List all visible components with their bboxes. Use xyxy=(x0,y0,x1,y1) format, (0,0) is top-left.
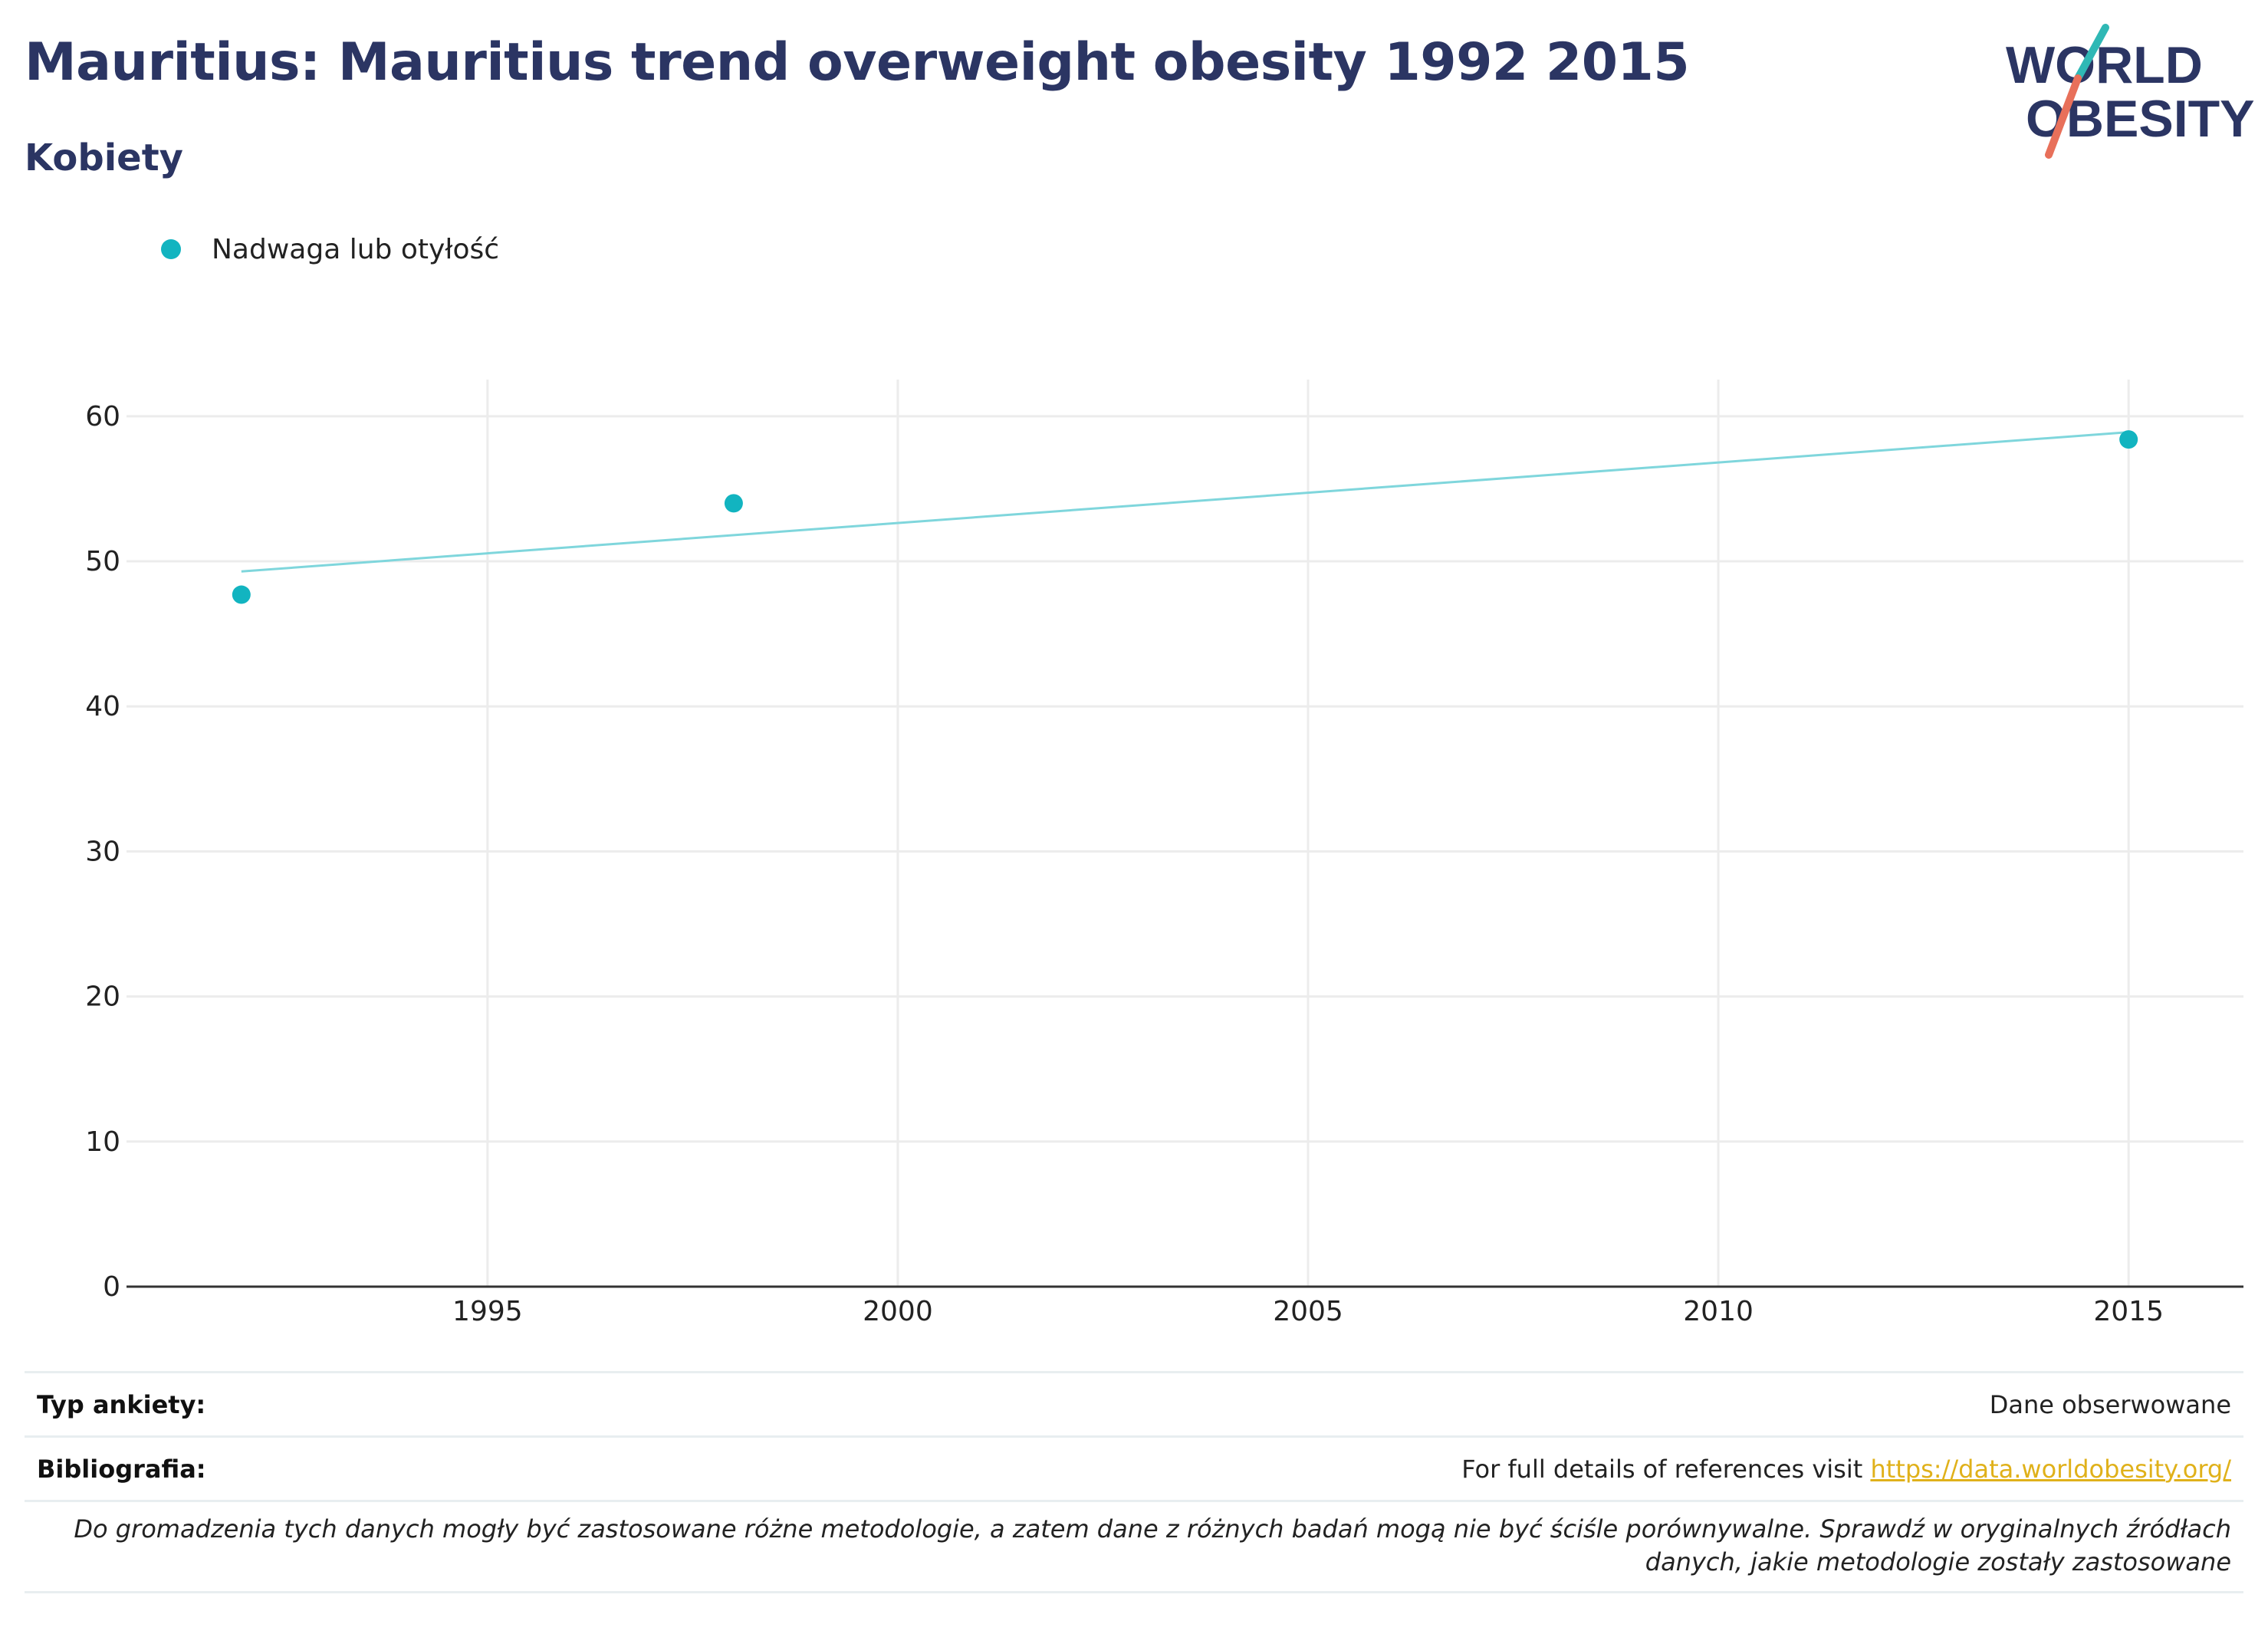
bibliography-value: For full details of references visit htt… xyxy=(1461,1455,2231,1484)
logo-slash-coral xyxy=(2045,74,2082,159)
bibliography-label: Bibliografia: xyxy=(37,1454,206,1484)
x-tick-label: 2005 xyxy=(1273,1296,1343,1327)
chart-subtitle: Kobiety xyxy=(25,136,183,179)
data-point xyxy=(232,585,251,604)
survey-type-value: Dane obserwowane xyxy=(1989,1389,2231,1419)
methodology-note: Do gromadzenia tych danych mogły być zas… xyxy=(25,1500,2243,1593)
legend-label: Nadwaga lub otyłość xyxy=(212,233,500,265)
survey-type-label: Typ ankiety: xyxy=(37,1389,206,1419)
y-tick-label: 0 xyxy=(103,1271,120,1303)
x-tick-label: 1995 xyxy=(452,1296,523,1327)
world-obesity-logo: WORLD OBESITY xyxy=(2006,24,2254,159)
legend-marker xyxy=(161,239,181,259)
y-tick-label: 30 xyxy=(85,836,120,867)
chart-title: Mauritius: Mauritius trend overweight ob… xyxy=(25,32,1690,93)
y-tick-label: 20 xyxy=(85,981,120,1013)
bibliography-row: Bibliografia: For full details of refere… xyxy=(25,1435,2243,1500)
data-point xyxy=(2119,430,2138,449)
bibliography-link[interactable]: https://data.worldobesity.org/ xyxy=(1870,1454,2231,1484)
data-point xyxy=(724,494,743,513)
x-tick-label: 2000 xyxy=(863,1296,933,1327)
trend-layer xyxy=(241,431,2129,573)
bibliography-text: For full details of references visit xyxy=(1461,1454,1871,1484)
logo-line-1: WORLD xyxy=(2006,36,2203,94)
survey-type-row: Typ ankiety: Dane obserwowane xyxy=(25,1371,2243,1435)
x-tick-labels: 1995 2000 2005 2010 2015 xyxy=(452,1296,2164,1327)
trend-line xyxy=(241,431,2129,573)
x-tick-label: 2010 xyxy=(1683,1296,1754,1327)
x-tick-label: 2015 xyxy=(2093,1296,2164,1327)
points-layer xyxy=(232,430,2138,604)
legend[interactable]: Nadwaga lub otyłość xyxy=(161,230,499,268)
y-tick-labels: 0 10 20 30 40 50 60 xyxy=(85,401,120,1303)
metadata-table: Typ ankiety: Dane obserwowane Bibliograf… xyxy=(25,1371,2243,1593)
y-tick-label: 60 xyxy=(85,401,120,432)
y-tick-label: 40 xyxy=(85,691,120,722)
y-tick-label: 50 xyxy=(85,546,120,577)
y-tick-label: 10 xyxy=(85,1126,120,1158)
logo-slash-teal xyxy=(2074,24,2109,82)
chart-plot: 1995 2000 2005 2010 2015 0 10 20 30 40 50 60 xyxy=(85,380,2243,1327)
gridlines xyxy=(127,380,2243,1287)
